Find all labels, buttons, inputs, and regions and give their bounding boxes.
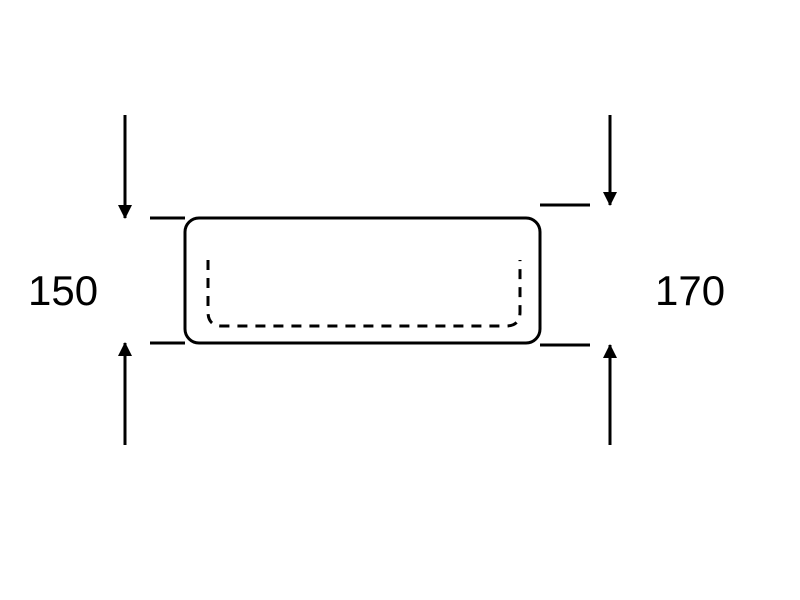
dimension-left: 150 [28, 115, 185, 445]
dimension-left-label: 150 [28, 267, 98, 314]
profile-outline [185, 218, 540, 343]
dimension-right: 170 [540, 115, 725, 445]
dimension-right-label: 170 [655, 267, 725, 314]
inner-dashed-outline [208, 260, 520, 326]
